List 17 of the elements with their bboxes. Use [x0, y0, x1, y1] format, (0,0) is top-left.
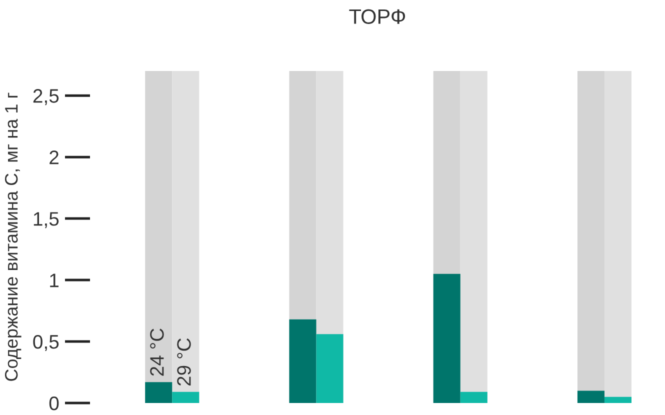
bar	[172, 392, 200, 403]
bar	[316, 334, 344, 403]
y-tick-label: 0	[49, 396, 59, 410]
y-tick-label: 2,5	[33, 89, 59, 106]
bar	[460, 392, 488, 403]
y-tick-label: 1	[50, 274, 58, 288]
y-tick-label: 1,5	[34, 212, 59, 228]
bar	[289, 319, 316, 403]
y-tick-label: 2	[50, 150, 58, 164]
bar	[145, 382, 172, 403]
y-axis-title: Содержание витамина С, мг на 1 г	[4, 92, 22, 381]
text: 24 °C	[150, 328, 164, 376]
y-tick-label: 0,5	[33, 334, 59, 352]
chart-title: ТОРФ	[349, 9, 406, 24]
bar	[577, 390, 604, 403]
text: 29 °C	[177, 338, 191, 386]
bar	[604, 396, 632, 403]
